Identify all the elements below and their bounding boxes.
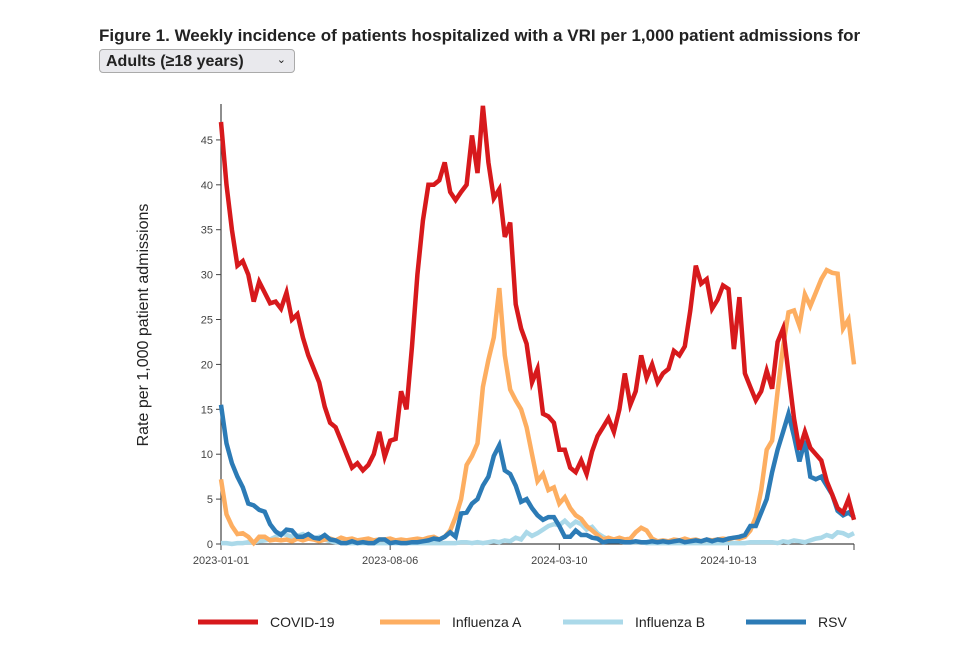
legend-label: RSV [818,614,847,630]
series-line-covid-19 [218,105,857,521]
population-select[interactable]: Adults (≥18 years) ⌄ [99,49,295,73]
series-line-rsv [218,404,856,546]
y-tick-label: 40 [201,180,213,192]
y-tick-label: 45 [201,135,213,147]
x-tick-label: 2024-10-13 [700,555,756,567]
y-tick-label: 0 [207,539,213,551]
y-tick-label: 5 [207,494,213,506]
y-tick-label: 25 [201,315,213,327]
chevron-down-icon: ⌄ [276,54,286,66]
series-line-influenza-a [218,267,857,547]
y-tick-label: 20 [201,359,213,371]
x-tick-label: 2023-01-01 [193,555,249,567]
y-tick-label: 10 [201,449,213,461]
y-tick-label: 35 [201,225,213,237]
figure-title: Figure 1. Weekly incidence of patients h… [99,26,861,45]
population-select-value: Adults (≥18 years) [106,53,244,70]
legend-label: Influenza A [452,614,522,630]
y-tick-label: 30 [201,270,213,282]
x-tick-label: 2023-08-06 [362,555,418,567]
legend-label: Influenza B [635,614,705,630]
x-tick-label: 2024-03-10 [531,555,587,567]
y-axis-label: Rate per 1,000 patient admissions [135,204,152,447]
legend-label: COVID-19 [270,614,335,630]
y-tick-label: 15 [201,404,213,416]
